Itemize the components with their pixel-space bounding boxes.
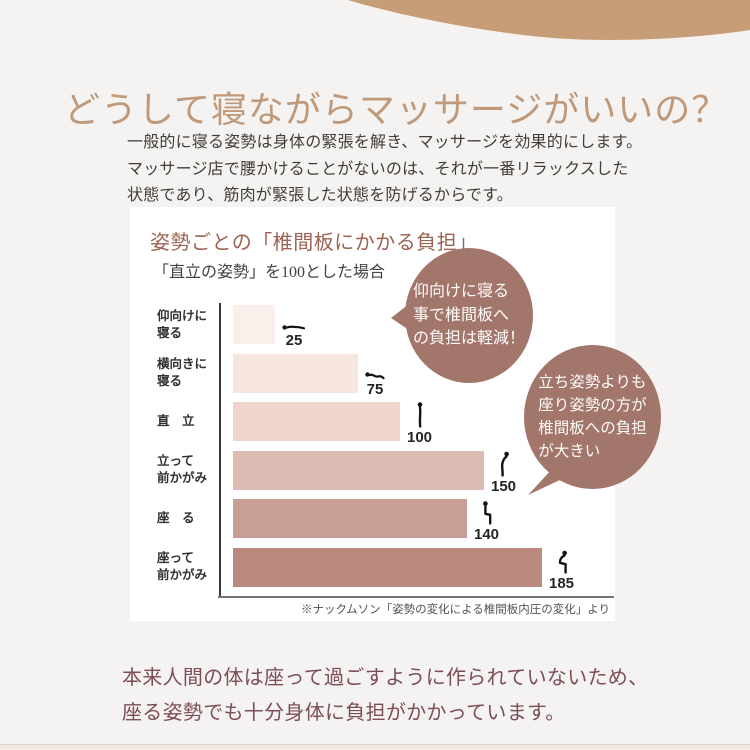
bottom-section-divider	[0, 744, 750, 750]
bar-横向きに寝る	[233, 353, 358, 393]
bar-annotation: 25	[282, 300, 306, 349]
bar-annotation: 150	[491, 446, 516, 495]
corner-curve-decoration	[348, 0, 750, 40]
person-sitting-bent-icon	[555, 550, 569, 575]
bar-value-label: 140	[474, 526, 500, 543]
chart-y-axis-line	[219, 303, 221, 597]
person-sitting-icon	[481, 501, 493, 526]
callout-bubble-supine-text: 仰向けに寝る 事で椎間板へ の負担は軽減！	[412, 283, 525, 348]
chart-bar-row: 座って 前かがみ 185	[130, 547, 615, 592]
bar-value-label: 185	[549, 574, 575, 592]
conclusion-paragraph: 本来人間の体は座って過ごすように作られていないため、 座る姿勢でも十分身体に負担…	[122, 667, 649, 724]
bar-category-label: 立って 前かがみ	[157, 454, 208, 485]
bar-annotation: 140	[474, 494, 499, 543]
bubble-tail-bottom-left-icon	[528, 467, 562, 495]
bar-category-label: 座って 前かがみ	[157, 551, 208, 582]
bar-value-label: 75	[366, 380, 384, 398]
bar-value-label: 100	[407, 429, 433, 446]
chart-bar-row: 立って 前かがみ 150	[130, 450, 615, 495]
chart-bar-row: 仰向けに 寝る 25	[130, 305, 615, 349]
bar-座って前かがみ	[233, 547, 542, 587]
bar-category-label: 座 る	[157, 511, 195, 525]
bar-category-label: 仰向けに 寝る	[157, 308, 208, 340]
person-standing-icon	[416, 402, 424, 429]
person-standing-bent-icon	[498, 451, 510, 478]
page-title: どうして寝ながらマッサージがいいの？	[64, 90, 729, 131]
bar-category-label: 直 立	[157, 414, 195, 428]
person-sidelying-icon	[365, 370, 385, 381]
bar-annotation: 185	[549, 543, 574, 592]
bubble-tail-left-icon	[391, 304, 409, 330]
chart-bar-row: 直 立 100	[130, 402, 615, 446]
bar-value-label: 150	[491, 477, 517, 495]
callout-bubble-supine: 仰向けに寝る 事で椎間板へ の負担は軽減！	[391, 248, 533, 383]
bar-立って前かがみ	[233, 450, 484, 490]
bar-annotation: 75	[365, 349, 385, 398]
chart-source-footnote: ※ナックムソン「姿勢の変化による椎間板内圧の変化」より	[300, 604, 610, 616]
intro-paragraph: 一般的に寝る姿勢は身体の緊張を解き、マッサージを効果的にします。 マッサージ店で…	[127, 134, 643, 204]
bar-value-label: 25	[285, 332, 303, 349]
bar-category-label: 横向きに 寝る	[157, 357, 208, 388]
bar-annotation: 100	[407, 397, 432, 446]
callout-bubble-sitting: 立ち姿勢よりも 座り姿勢の方が 椎間板への負担 が大きい	[524, 345, 661, 495]
chart-bar-row: 座 る 140	[130, 499, 615, 543]
bar-座る	[233, 499, 467, 538]
person-supine-icon	[282, 322, 306, 332]
bar-仰向けに寝る	[233, 305, 275, 344]
bar-直立	[233, 402, 400, 441]
chart-bar-row: 横向きに 寝る 75	[130, 353, 615, 398]
chart-title: 姿勢ごとの「椎間板にかかる負担」	[150, 232, 478, 254]
callout-bubble-sitting-text: 立ち姿勢よりも 座り姿勢の方が 椎間板への負担 が大きい	[538, 374, 647, 460]
chart-subtitle: 「直立の姿勢」を100とした場合	[153, 264, 386, 281]
chart-x-baseline	[218, 596, 614, 598]
